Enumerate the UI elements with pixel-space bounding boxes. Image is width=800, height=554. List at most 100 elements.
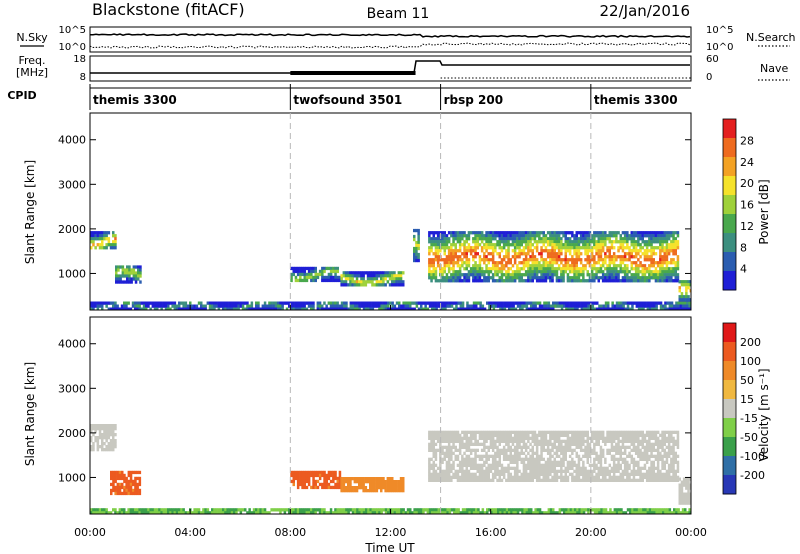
heatmap-cell: [512, 304, 515, 308]
heatmap-cell: [158, 511, 161, 514]
heatmap-cell: [582, 430, 585, 434]
heatmap-cell: [377, 280, 381, 284]
heatmap-cell: [129, 511, 133, 514]
heatmap-cell: [623, 231, 627, 235]
heatmap-cell: [169, 307, 172, 310]
heatmap-cell: [562, 439, 565, 443]
heatmap-cell: [445, 475, 449, 479]
heatmap-cell: [667, 442, 671, 446]
heatmap-cell: [109, 439, 113, 443]
heatmap-cell: [555, 451, 559, 455]
heatmap-cell: [489, 234, 493, 238]
heatmap-cell: [615, 469, 618, 473]
heatmap-cell: [573, 249, 576, 253]
heatmap-cell: [582, 463, 585, 467]
heatmap-cell: [630, 279, 633, 283]
heatmap-cell: [456, 469, 460, 473]
heatmap-cell: [507, 234, 510, 238]
heatmap-cell: [648, 255, 651, 259]
heatmap-cell: [579, 469, 583, 473]
heatmap-cell: [434, 478, 438, 482]
heatmap-cell: [500, 258, 504, 262]
heatmap-cell: [147, 508, 150, 512]
heatmap-cell: [588, 472, 592, 476]
heatmap-cell: [112, 448, 115, 452]
heatmap-cell: [447, 279, 451, 283]
heatmap-cell: [568, 264, 572, 268]
heatmap-cell: [90, 246, 93, 250]
heatmap-cell: [663, 475, 666, 479]
heatmap-cell: [610, 430, 614, 434]
heatmap-cell: [554, 304, 557, 308]
heatmap-cell: [555, 276, 559, 280]
heatmap-cell: [369, 508, 372, 512]
heatmap-cell: [445, 279, 449, 283]
heatmap-cell: [134, 280, 138, 284]
heatmap-cell: [584, 478, 587, 482]
heatmap-cell: [643, 270, 647, 274]
heatmap-cell: [601, 430, 605, 434]
heatmap-cell: [362, 283, 365, 287]
heatmap-cell: [575, 472, 578, 476]
heatmap-cell: [685, 289, 688, 293]
heatmap-cell: [463, 255, 466, 259]
heatmap-cell: [518, 240, 521, 244]
heatmap-cell: [303, 479, 306, 484]
heatmap-cell: [472, 433, 475, 437]
heatmap-cell: [360, 277, 363, 281]
heatmap-cell: [402, 307, 405, 310]
heatmap-cell: [509, 267, 512, 271]
heatmap-cell: [500, 279, 504, 283]
heatmap-cell: [127, 301, 130, 305]
heatmap-cell: [461, 279, 464, 283]
heatmap-cell: [608, 451, 611, 455]
heatmap-cell: [538, 276, 541, 280]
heatmap-cell: [573, 261, 576, 265]
heatmap-cell: [384, 480, 387, 484]
freq-left-label-1: Freq.: [18, 54, 45, 67]
heatmap-cell: [509, 234, 512, 238]
heatmap-cell: [593, 234, 596, 238]
heatmap-cell: [481, 508, 485, 512]
heatmap-cell: [445, 276, 449, 280]
heatmap-cell: [485, 469, 488, 473]
heatmap-cell: [685, 498, 688, 502]
heatmap-cell: [628, 433, 631, 437]
heatmap-cell: [382, 304, 386, 308]
heatmap-cell: [595, 433, 598, 437]
heatmap-cell: [577, 252, 581, 256]
heatmap-cell: [417, 258, 420, 263]
heatmap-cell: [663, 249, 666, 253]
heatmap-cell: [452, 279, 455, 283]
heatmap-cell: [562, 460, 565, 464]
heatmap-cell: [601, 240, 605, 244]
heatmap-cell: [469, 433, 473, 437]
heatmap-cell: [290, 479, 293, 484]
heatmap-cell: [123, 301, 126, 305]
heatmap-cell: [474, 255, 477, 259]
heatmap-cell: [505, 436, 508, 440]
heatmap-cell: [509, 466, 512, 470]
heatmap-cell: [136, 307, 139, 310]
heatmap-cell: [586, 243, 589, 247]
heatmap-cell: [676, 231, 680, 235]
heatmap-cell: [250, 307, 254, 310]
heatmap-cell: [509, 436, 512, 440]
heatmap-cell: [461, 508, 465, 512]
heatmap-cell: [676, 243, 680, 247]
heatmap-cell: [566, 478, 570, 482]
heatmap-cell: [378, 304, 381, 308]
heatmap-cell: [588, 448, 592, 452]
heatmap-cell: [582, 460, 585, 464]
heatmap-cell: [450, 445, 453, 449]
heatmap-cell: [369, 480, 372, 484]
heatmap-cell: [582, 442, 585, 446]
heatmap-cell: [428, 442, 431, 446]
heatmap-cell: [474, 475, 477, 479]
heatmap-cell: [483, 279, 486, 283]
heatmap-cell: [588, 436, 592, 440]
heatmap-cell: [571, 301, 575, 305]
heatmap-cell: [129, 470, 133, 475]
heatmap-cell: [342, 483, 346, 487]
heatmap-cell: [549, 243, 552, 247]
